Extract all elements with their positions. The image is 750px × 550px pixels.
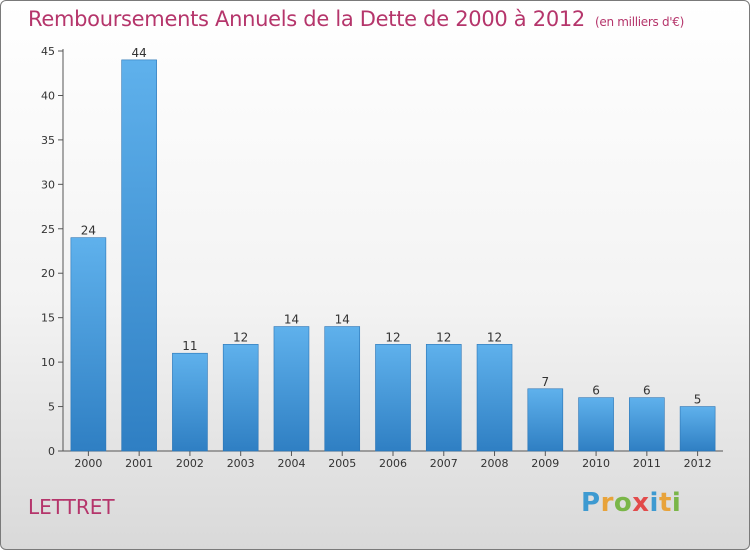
x-tick-label: 2010: [582, 457, 610, 470]
chart-title: Remboursements Annuels de la Dette de 20…: [28, 7, 684, 31]
chart-title-text: Remboursements Annuels de la Dette de 20…: [28, 7, 585, 31]
chart-bars: [70, 59, 716, 452]
commune-name: LETTRET: [28, 495, 115, 519]
x-tick-label: 2005: [328, 457, 356, 470]
logo-letter: x: [632, 488, 650, 518]
bar: [679, 406, 716, 452]
bar: [425, 344, 462, 452]
bar-value-label: 12: [487, 330, 502, 344]
logo-letter: i: [671, 488, 682, 518]
bar-value-label: 6: [643, 384, 651, 398]
y-tick-label: 0: [48, 445, 55, 458]
bar: [273, 326, 310, 452]
x-tick-label: 2002: [176, 457, 204, 470]
bar: [375, 344, 411, 452]
bar-value-label: 7: [541, 375, 549, 389]
x-tick-label: 2004: [277, 457, 305, 470]
bar: [476, 344, 513, 452]
logo-letter: r: [600, 488, 614, 518]
y-tick-label: 25: [41, 223, 55, 236]
proxiti-logo[interactable]: Proxiti: [581, 488, 681, 518]
logo-letter: t: [658, 488, 672, 518]
x-tick-label: 2008: [481, 457, 509, 470]
bar-value-label: 12: [436, 330, 451, 344]
bar: [121, 59, 157, 452]
logo-letter: P: [581, 488, 601, 518]
x-tick-label: 2006: [379, 457, 407, 470]
y-tick-label: 5: [48, 401, 55, 414]
bar: [629, 397, 665, 452]
y-tick-label: 10: [41, 356, 55, 369]
bar-value-label: 12: [385, 330, 400, 344]
logo-letter: i: [649, 488, 659, 518]
bar: [527, 388, 564, 452]
x-tick-label: 2007: [430, 457, 458, 470]
x-tick-label: 2003: [227, 457, 255, 470]
x-tick-label: 2012: [684, 457, 712, 470]
x-tick-label: 2011: [633, 457, 661, 470]
bar-value-label: 11: [182, 339, 197, 353]
bar-value-label: 44: [132, 46, 147, 60]
bar: [222, 344, 259, 452]
x-tick-label: 2009: [531, 457, 559, 470]
bar-value-label: 24: [81, 224, 96, 238]
y-tick-label: 20: [41, 267, 55, 280]
chart-labels: 24 2000 44 2001 11 2002 12 2003 14 2004 14 2005 12 20…: [74, 46, 711, 470]
bar-value-label: 14: [284, 313, 299, 327]
y-tick-label: 15: [41, 312, 55, 325]
bar-value-label: 14: [335, 313, 350, 327]
logo-letter: o: [613, 488, 633, 518]
bar: [578, 397, 614, 452]
x-tick-label: 2001: [125, 457, 153, 470]
bar-value-label: 12: [233, 330, 248, 344]
bar-value-label: 5: [694, 393, 702, 407]
y-tick-label: 35: [41, 134, 55, 147]
y-tick-label: 45: [41, 45, 55, 58]
bar: [70, 237, 107, 452]
x-tick-label: 2000: [74, 457, 102, 470]
bar-value-label: 6: [592, 384, 600, 398]
bar: [172, 352, 208, 452]
bar: [324, 326, 361, 452]
chart-unit: (en milliers d'€): [595, 15, 685, 29]
y-tick-label: 30: [41, 178, 55, 191]
y-tick-label: 40: [41, 89, 55, 102]
